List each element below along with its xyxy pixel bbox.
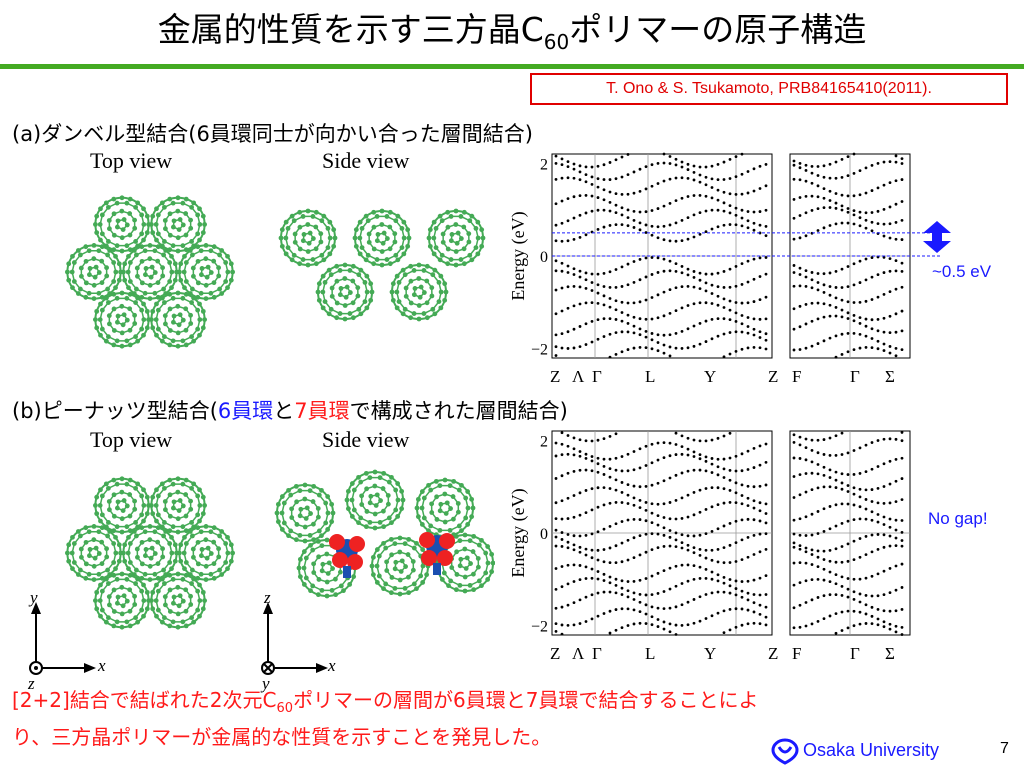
k-point-label: Γ bbox=[592, 367, 602, 386]
band-structure-b-plot: Energy (eV)20−2Z Λ Γ L Y Z F Γ Σ bbox=[508, 430, 911, 663]
k-point-label: Z bbox=[550, 367, 560, 386]
section-a-heading: (a)ダンベル型結合(6員環同士が向かい合った層間結合) bbox=[12, 122, 533, 146]
axis-a-right-label: x bbox=[98, 656, 106, 675]
k-point-label: F bbox=[792, 367, 801, 386]
bond-highlight bbox=[329, 532, 455, 578]
fullerene-cluster bbox=[65, 476, 236, 630]
university-name: Osaka University bbox=[803, 740, 940, 760]
k-point-label: Z bbox=[768, 644, 778, 663]
section-b-side-view-label: Side view bbox=[322, 427, 410, 452]
k-point-label: Λ bbox=[572, 644, 585, 663]
section-b-top-view-label: Top view bbox=[90, 427, 173, 452]
axis-b-up-label: z bbox=[264, 588, 271, 607]
section-b-top-view-image bbox=[65, 476, 236, 630]
fullerene-cluster bbox=[278, 208, 486, 322]
svg-text:2: 2 bbox=[540, 433, 548, 450]
svg-text:0: 0 bbox=[540, 249, 548, 266]
k-point-label: Y bbox=[704, 367, 716, 386]
svg-text:−2: −2 bbox=[531, 619, 548, 636]
fullerene-cluster bbox=[274, 469, 495, 599]
section-b-side-view-image bbox=[274, 469, 495, 599]
axis-b-right-label: x bbox=[328, 656, 336, 675]
band-structure-a-plot: Energy (eV)20−2Z Λ Γ L Y Z F Γ Σ bbox=[508, 152, 940, 386]
k-point-label: Γ bbox=[850, 367, 860, 386]
fullerene-cluster bbox=[65, 195, 236, 349]
section-a-side-view-label: Side view bbox=[322, 148, 410, 173]
axis-a-up-label: y bbox=[30, 588, 38, 607]
k-point-label: Z bbox=[550, 644, 560, 663]
section-b-heading: (b)ピーナッツ型結合(6員環と7員環で構成された層間結合) bbox=[12, 399, 568, 423]
title-divider bbox=[0, 64, 1024, 69]
page-number: 7 bbox=[1000, 740, 1009, 757]
k-point-label: Z bbox=[768, 367, 778, 386]
conclusion-line-2: り、三方晶ポリマーが金属的な性質を示すことを発見した。 bbox=[12, 725, 552, 749]
gap-note: ~0.5 eV bbox=[932, 262, 992, 281]
osaka-university-logo-icon bbox=[771, 738, 799, 765]
section-a-side-view-image bbox=[278, 208, 486, 322]
k-point-label: Y bbox=[704, 644, 716, 663]
svg-text:−2: −2 bbox=[531, 342, 548, 359]
gap-double-arrow-icon bbox=[923, 221, 951, 253]
band-structure-b: Energy (eV) 2 0 −2 Z Λ Γ L Y Z F Γ Σ bbox=[500, 425, 940, 665]
conclusion-line-1: [2+2]結合で結ばれた2次元C60ポリマーの層間が6員環と7員環で結合すること… bbox=[12, 688, 759, 716]
svg-text:Energy (eV): Energy (eV) bbox=[508, 211, 529, 300]
svg-text:2: 2 bbox=[540, 156, 548, 173]
axis-b-out-label: y bbox=[262, 674, 270, 693]
k-point-label: Λ bbox=[572, 367, 585, 386]
section-a-top-view-image bbox=[65, 195, 236, 349]
svg-text:Energy (eV): Energy (eV) bbox=[508, 488, 529, 577]
svg-text:0: 0 bbox=[540, 526, 548, 543]
k-point-label: L bbox=[645, 644, 655, 663]
no-gap-note: No gap! bbox=[928, 509, 988, 528]
k-point-label: Γ bbox=[592, 644, 602, 663]
band-structure-a: Energy (eV) 2 0 −2 Z Λ Γ L Y Z F Γ Σ bbox=[500, 148, 940, 388]
axes-a-icon bbox=[29, 602, 96, 675]
k-point-label: Σ bbox=[885, 644, 895, 663]
section-a-top-view-label: Top view bbox=[90, 148, 173, 173]
axis-a-out-label: z bbox=[28, 674, 35, 693]
citation-box: T. Ono & S. Tsukamoto, PRB84165410(2011)… bbox=[530, 73, 1008, 105]
conclusion-text: [2+2]結合で結ばれた2次元C60ポリマーの層間が6員環と7員環で結合すること… bbox=[12, 686, 1012, 752]
k-point-label: Γ bbox=[850, 644, 860, 663]
slide-title: 金属的性質を示す三方晶C60ポリマーの原子構造 bbox=[157, 10, 867, 54]
axes-b-icon bbox=[261, 602, 328, 675]
k-point-label: F bbox=[792, 644, 801, 663]
k-point-label: L bbox=[645, 367, 655, 386]
k-point-label: Σ bbox=[885, 367, 895, 386]
